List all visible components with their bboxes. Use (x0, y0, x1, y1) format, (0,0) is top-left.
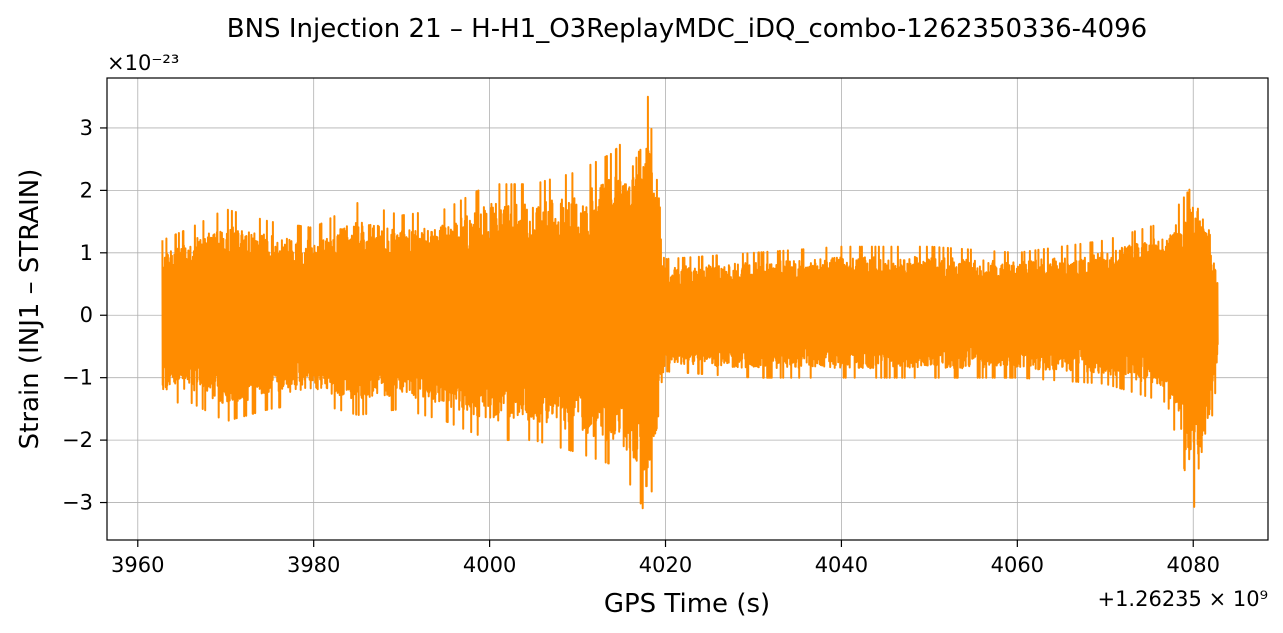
x-tick-label: 4060 (991, 553, 1044, 577)
y-tick-label: 0 (80, 303, 93, 327)
x-tick-label: 4000 (463, 553, 516, 577)
y-tick-label: 2 (80, 178, 93, 202)
strain-series (161, 95, 1219, 510)
y-scale-factor: ×10⁻²³ (107, 51, 179, 75)
y-tick-label: −3 (62, 491, 93, 515)
strain-line (161, 95, 1219, 510)
x-tick-label: 3960 (111, 553, 164, 577)
x-tick-label: 4080 (1167, 553, 1220, 577)
x-tick-label: 3980 (287, 553, 340, 577)
plot-frame (106, 77, 1269, 541)
y-tick-label: 1 (80, 241, 93, 265)
y-axis-label: Strain (INJ1 – STRAIN) (15, 169, 45, 450)
chart-title: BNS Injection 21 – H-H1_O3ReplayMDC_iDQ_… (227, 14, 1147, 44)
x-tick-label: 4020 (639, 553, 692, 577)
x-offset-text: +1.26235 × 10⁹ (1097, 587, 1268, 611)
y-tick-label: −1 (62, 366, 93, 390)
y-tick-label: −2 (62, 428, 93, 452)
axis-ticks: 3960 3980 4000 4020 4040 4060 4080 −3 −2 −1 0 1 2 3 (62, 116, 1220, 577)
x-axis-label: GPS Time (s) (604, 589, 770, 619)
y-tick-label: 3 (80, 116, 93, 140)
x-tick-label: 4040 (815, 553, 868, 577)
